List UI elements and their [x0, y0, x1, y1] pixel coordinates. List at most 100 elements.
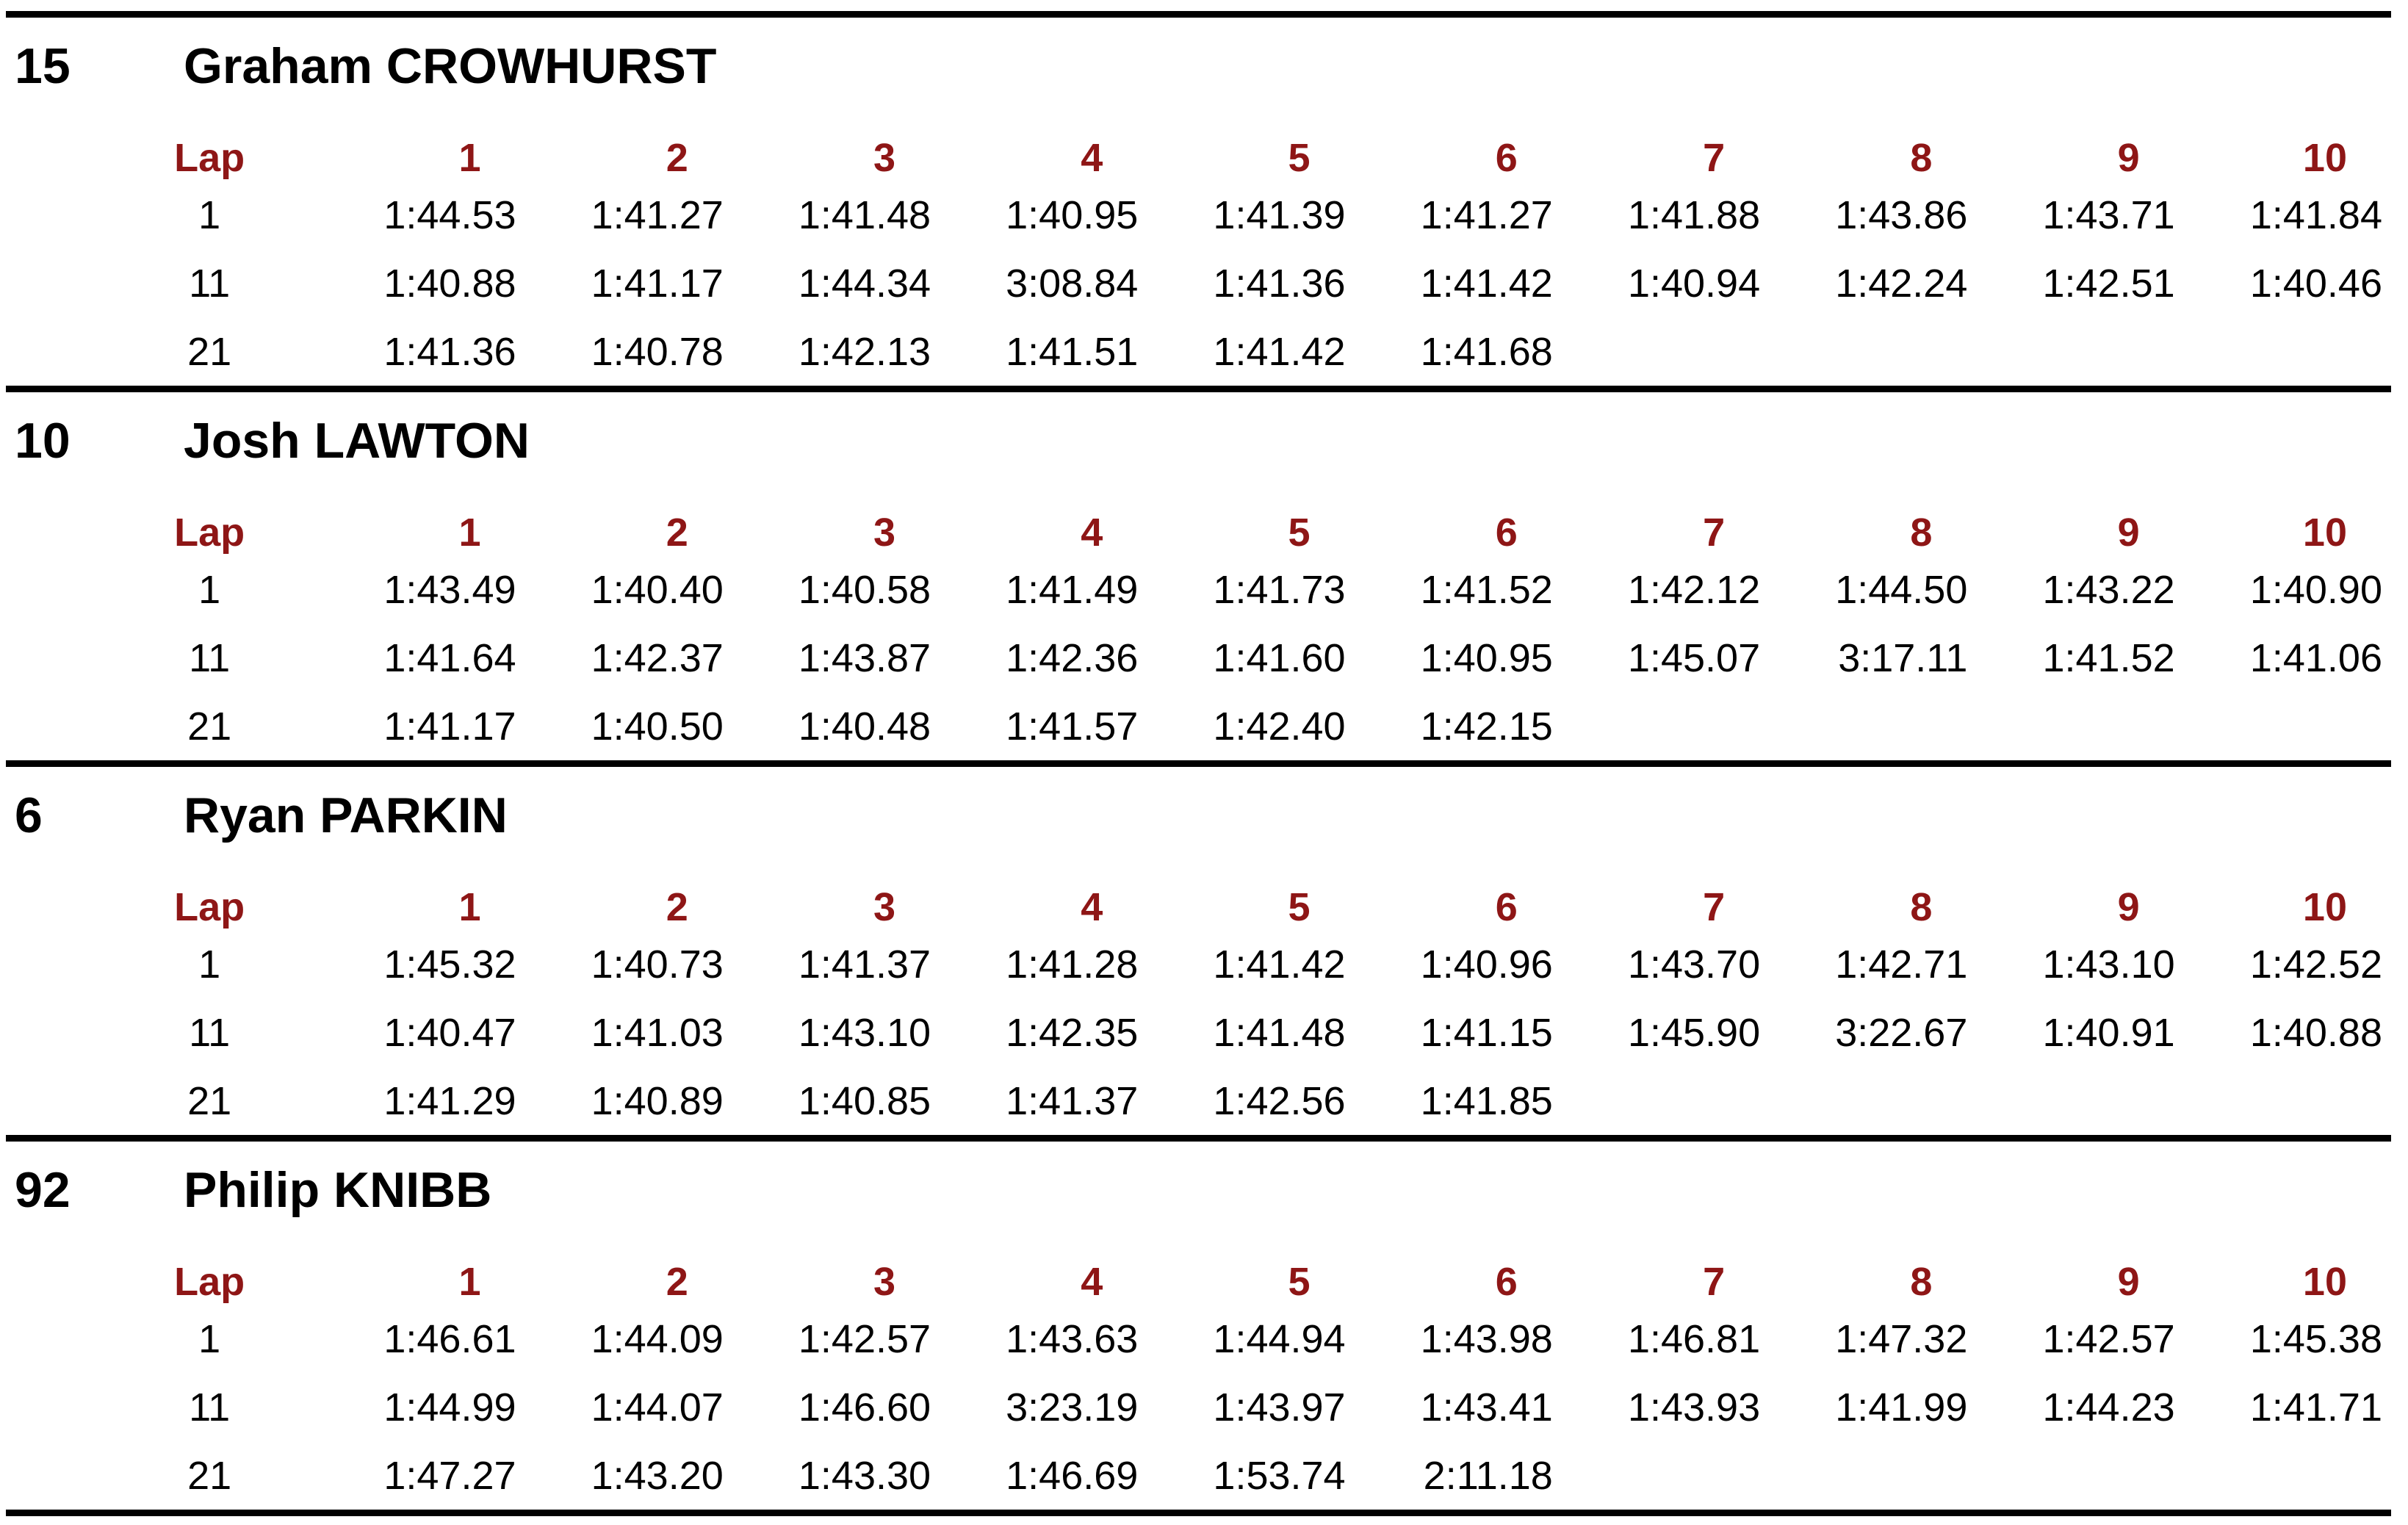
lap-time-cell: 1:42.37: [591, 635, 724, 680]
lap-time-cell: 1:43.20: [591, 1453, 724, 1498]
lap-start-number: 21: [187, 1078, 232, 1123]
lap-time-cell: 1:43.93: [1627, 1385, 1761, 1430]
lap-column-header: 4: [1081, 1260, 1103, 1304]
lap-time-cell: 3:22.67: [1835, 1010, 1968, 1055]
lap-time-cell: [2175, 692, 2382, 760]
lap-time-cell: 1:41.88: [1627, 192, 1761, 237]
lap-time-cell: 1:44.07: [591, 1385, 724, 1430]
lap-time-cell: 1:41.57: [1006, 704, 1139, 749]
driver-number: 92: [15, 1162, 71, 1218]
lap-times-row: 11 1:41.64 1:42.37 1:43.87 1:42.36 1:41.60 1:4…: [110, 624, 2382, 692]
lap-time-cell: [1553, 1067, 1760, 1135]
lap-column-header: 10: [2302, 1260, 2347, 1304]
lap-time-cell: [1760, 317, 1967, 386]
lap-time-cell: 1:43.98: [1420, 1316, 1553, 1361]
lap-time-cell: 1:42.51: [2042, 261, 2175, 306]
lap-column-header: 1: [458, 511, 481, 555]
lap-times-row: 1 1:45.32 1:40.73 1:41.37 1:41.28 1:41.42 1:40…: [110, 930, 2382, 998]
lap-time-cell: 1:42.36: [1006, 635, 1139, 680]
lap-time-cell: 1:41.17: [591, 261, 724, 306]
lap-time-cell: 1:40.40: [591, 567, 724, 612]
driver-name: Philip KNIBB: [184, 1162, 492, 1218]
lap-time-cell: 1:42.40: [1213, 704, 1346, 749]
lap-time-cell: 1:40.48: [798, 704, 931, 749]
lap-time-cell: 1:42.52: [2249, 942, 2382, 987]
lap-time-cell: 1:40.89: [591, 1078, 724, 1123]
lap-times-row: 11 1:40.88 1:41.17 1:44.34 3:08.84 1:41.36 1:4…: [110, 249, 2382, 317]
lap-times-table: Lap 1 2 3 4 5 6 7 8 9 10 1 1:44.53 1:41.27 1:41.48 1:40…: [110, 125, 2382, 386]
lap-column-header: 1: [458, 1260, 481, 1304]
lap-column-header: 2: [666, 885, 688, 929]
lap-header-label: Lap: [174, 1260, 245, 1304]
lap-time-cell: 1:41.03: [591, 1010, 724, 1055]
separator-rule: [6, 1510, 2391, 1516]
lap-time-cell: 1:40.47: [383, 1010, 516, 1055]
lap-column-header: 7: [1703, 511, 1726, 555]
lap-time-cell: 1:41.37: [798, 942, 931, 987]
lap-column-header: 8: [1910, 885, 1933, 929]
lap-time-cell: 1:42.57: [2042, 1316, 2175, 1361]
lap-column-header: 2: [666, 1260, 688, 1304]
lap-column-header: 6: [1495, 511, 1518, 555]
driver-heading: 15 Graham CROWHURST: [15, 37, 2408, 95]
driver-name: Graham CROWHURST: [184, 38, 717, 94]
lap-column-header: 9: [2117, 136, 2140, 180]
lap-column-header: 3: [873, 136, 896, 180]
lap-time-cell: 1:44.09: [591, 1316, 724, 1361]
lap-start-number: 1: [198, 192, 221, 237]
lap-time-cell: 1:41.42: [1420, 261, 1553, 306]
lap-times-table: Lap 1 2 3 4 5 6 7 8 9 10 1 1:46.61 1:44.09 1:42.57 1:43…: [110, 1249, 2382, 1510]
driver-number: 6: [15, 787, 43, 843]
lap-time-cell: 1:43.10: [798, 1010, 931, 1055]
lap-header-row: Lap 1 2 3 4 5 6 7 8 9 10: [110, 874, 2382, 930]
driver-name: Josh LAWTON: [184, 413, 530, 469]
lap-column-header: 9: [2117, 885, 2140, 929]
lap-time-cell: [1967, 317, 2174, 386]
lap-time-cell: 1:40.85: [798, 1078, 931, 1123]
lap-time-cell: 1:44.50: [1835, 567, 1968, 612]
separator-rule: [6, 386, 2391, 392]
lap-time-cell: 1:41.37: [1006, 1078, 1139, 1123]
lap-times-row: 11 1:44.99 1:44.07 1:46.60 3:23.19 1:43.97 1:4…: [110, 1373, 2382, 1441]
lap-start-number: 11: [189, 261, 231, 306]
lap-column-header: 2: [666, 136, 688, 180]
lap-start-number: 1: [198, 567, 221, 612]
lap-column-header: 10: [2302, 511, 2347, 555]
lap-column-header: 5: [1288, 511, 1311, 555]
lap-header-row: Lap 1 2 3 4 5 6 7 8 9 10: [110, 500, 2382, 555]
lap-times-row: 1 1:44.53 1:41.27 1:41.48 1:40.95 1:41.39 1:41…: [110, 181, 2382, 249]
lap-column-header: 10: [2302, 136, 2347, 180]
lap-time-cell: [1967, 692, 2174, 760]
lap-time-cell: 1:46.60: [798, 1385, 931, 1430]
driver-heading: 6 Ryan PARKIN: [15, 786, 2408, 845]
lap-column-header: 4: [1081, 885, 1103, 929]
separator-rule: [6, 1135, 2391, 1142]
lap-time-cell: 1:43.49: [383, 567, 516, 612]
lap-header-row: Lap 1 2 3 4 5 6 7 8 9 10: [110, 125, 2382, 181]
lap-column-header: 7: [1703, 885, 1726, 929]
lap-time-cell: 1:43.30: [798, 1453, 931, 1498]
lap-time-cell: [1760, 1067, 1967, 1135]
lap-time-cell: 1:47.32: [1835, 1316, 1968, 1361]
lap-time-cell: 1:41.06: [2249, 635, 2382, 680]
lap-start-number: 11: [189, 635, 231, 680]
lap-time-cell: 1:41.52: [2042, 635, 2175, 680]
driver-section: 92 Philip KNIBB Lap 1 2 3 4 5 6 7 8 9 10 1 1:46.61 1:44…: [0, 1135, 2408, 1510]
lap-time-cell: 1:44.99: [383, 1385, 516, 1430]
lap-time-cell: [1553, 692, 1760, 760]
lap-column-header: 8: [1910, 1260, 1933, 1304]
lap-time-cell: 1:41.64: [383, 635, 516, 680]
lap-time-cell: 1:42.12: [1627, 567, 1761, 612]
lap-time-cell: 1:41.60: [1213, 635, 1346, 680]
lap-time-cell: 1:41.73: [1213, 567, 1346, 612]
lap-time-cell: 1:44.53: [383, 192, 516, 237]
lap-time-cell: 1:41.99: [1835, 1385, 1968, 1430]
lap-time-cell: 1:41.49: [1006, 567, 1139, 612]
lap-times-table: Lap 1 2 3 4 5 6 7 8 9 10 1 1:45.32 1:40.73 1:41.37 1:41…: [110, 874, 2382, 1135]
lap-start-number: 11: [189, 1385, 231, 1430]
lap-time-cell: 1:41.52: [1420, 567, 1553, 612]
lap-header-label: Lap: [174, 136, 245, 180]
lap-time-cell: [1760, 692, 1967, 760]
lap-header-row: Lap 1 2 3 4 5 6 7 8 9 10: [110, 1249, 2382, 1305]
driver-section: 6 Ryan PARKIN Lap 1 2 3 4 5 6 7 8 9 10 1 1:45.32 1:40.7…: [0, 760, 2408, 1135]
